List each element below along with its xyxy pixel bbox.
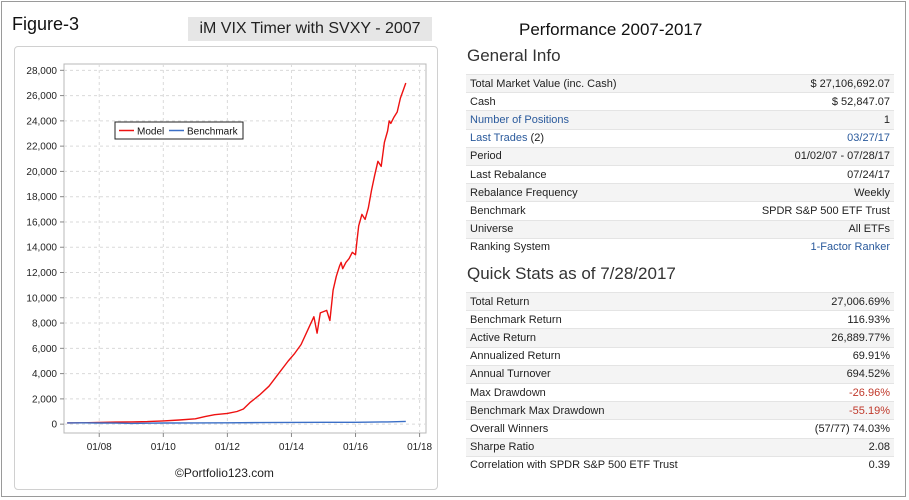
row-value: -55.19% [774,401,894,420]
row-value: SPDR S&P 500 ETF Trust [693,201,894,220]
x-tick-label: 01/12 [215,442,240,453]
row-value: $ 52,847.07 [693,92,894,111]
model-series-line [67,82,407,424]
row-value: 1 [693,110,894,130]
table-row: Universe All ETFs [466,219,894,239]
table-row: Sharpe Ratio 2.08 [466,437,894,457]
chart-panel [14,46,438,490]
table-row: Overall Winners (57/77) 74.03% [466,419,894,438]
table-row: Annual Turnover 694.52% [466,364,894,384]
table-row: Period 01/02/07 - 07/28/17 [466,146,894,166]
y-tick-label: 4,000 [32,369,57,380]
row-value: $ 27,106,692.07 [693,73,894,93]
table-row: Benchmark Max Drawdown -55.19% [466,401,894,420]
y-tick-label: 18,000 [26,192,57,203]
y-tick-label: 2,000 [32,394,57,405]
y-tick-label: 26,000 [26,91,57,102]
table-row: Last Trades (2) 03/27/17 [466,128,894,148]
table-row: Total Return 27,006.69% [466,291,894,311]
table-row: Benchmark SPDR S&P 500 ETF Trust [466,201,894,220]
y-tick-label: 8,000 [32,319,57,330]
table-row: Active Return 26,889.77% [466,328,894,348]
chart-title: iM VIX Timer with SVXY - 2007 [188,17,432,41]
table-row: Total Market Value (inc. Cash) $ 27,106,… [466,73,894,93]
row-value: 07/24/17 [693,164,894,184]
legend-benchmark-label: Benchmark [187,127,239,138]
row-value: 26,889.77% [774,328,894,348]
row-label: Max Drawdown [466,382,775,402]
quick-stats-title: Quick Stats as of 7/28/2017 [467,264,676,283]
benchmark-series-line [67,420,406,425]
row-value: (57/77) 74.03% [774,419,894,438]
row-value: 694.52% [774,364,894,384]
general-info-title: General Info [467,46,561,65]
y-tick-label: 10,000 [26,293,57,304]
row-label: Annual Turnover [466,364,775,384]
table-row: Annualized Return 69.91% [466,346,894,366]
x-tick-label: 01/08 [87,442,112,453]
table-row: Benchmark Return 116.93% [466,310,894,329]
ranking-system-link[interactable]: 1-Factor Ranker [810,241,890,254]
table-row: Max Drawdown -26.96% [466,382,894,402]
y-tick-label: 12,000 [26,268,57,279]
y-tick-label: 6,000 [32,344,57,355]
last-trades-date-link[interactable]: 03/27/17 [847,132,890,145]
row-label: Last Rebalance [466,164,694,184]
number-of-positions-link[interactable]: Number of Positions [470,113,570,126]
table-row: Cash $ 52,847.07 [466,92,894,111]
table-row: Number of Positions 1 [466,110,894,130]
row-label: Benchmark Max Drawdown [466,401,775,420]
y-tick-label: 22,000 [26,142,57,153]
y-tick-label: 24,000 [26,116,57,127]
row-value: 0.39 [774,455,894,474]
copyright-label: ©Portfolio123.com [175,466,274,480]
row-value: 116.93% [774,310,894,329]
row-label: Benchmark Return [466,310,775,329]
quick-stats-table: Total Return 27,006.69% Benchmark Return… [466,291,894,474]
y-tick-label: 14,000 [26,243,57,254]
x-tick-label: 01/14 [279,442,304,453]
row-value: -26.96% [774,382,894,402]
row-label: Correlation with SPDR S&P 500 ETF Trust [466,455,775,474]
row-value: All ETFs [693,219,894,239]
x-tick-label: 01/10 [151,442,176,453]
row-value: 69.91% [774,346,894,366]
chart-legend: Model Benchmark [114,121,244,140]
last-trades-count: (2) [530,132,544,145]
table-row: Correlation with SPDR S&P 500 ETF Trust … [466,455,894,474]
row-label: Sharpe Ratio [466,437,775,457]
row-label: Benchmark [466,201,694,220]
table-row: Last Rebalance 07/24/17 [466,164,894,184]
row-label: Overall Winners [466,419,775,438]
performance-title: Performance 2007-2017 [519,20,703,39]
general-info-table: Total Market Value (inc. Cash) $ 27,106,… [466,73,894,256]
row-label: Period [466,146,694,166]
x-tick-label: 01/18 [407,442,432,453]
y-tick-label: 0 [51,420,57,431]
performance-chart: 0 2,000 4,000 6,000 8,000 10,000 12,000 14,000 1… [26,63,433,480]
row-label: Cash [466,92,694,111]
y-tick-label: 28,000 [26,66,57,77]
row-value: 27,006.69% [774,291,894,311]
x-tick-label: 01/16 [343,442,368,453]
table-row: Rebalance Frequency Weekly [466,183,894,202]
legend-model-label: Model [137,127,164,138]
row-value: Weekly [693,183,894,202]
last-trades-link[interactable]: Last Trades [470,132,528,145]
row-label: Ranking System [466,237,694,256]
figure-label: Figure-3 [12,14,80,34]
row-value: 01/02/07 - 07/28/17 [693,146,894,166]
row-label: Annualized Return [466,346,775,366]
row-label: Rebalance Frequency [466,183,694,202]
row-label: Universe [466,219,694,239]
table-row: Ranking System 1-Factor Ranker [466,237,894,256]
row-label: Active Return [466,328,775,348]
y-tick-label: 16,000 [26,217,57,228]
plot-area [63,63,427,434]
row-label: Total Return [466,291,775,311]
row-label: Total Market Value (inc. Cash) [466,73,694,93]
y-tick-label: 20,000 [26,167,57,178]
row-value: 2.08 [774,437,894,457]
